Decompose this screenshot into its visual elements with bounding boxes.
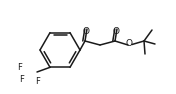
Text: O: O (83, 28, 90, 36)
Text: O: O (125, 39, 132, 49)
Text: F: F (19, 75, 24, 85)
Text: F: F (35, 77, 40, 86)
Text: F: F (17, 64, 22, 72)
Text: O: O (112, 28, 120, 36)
